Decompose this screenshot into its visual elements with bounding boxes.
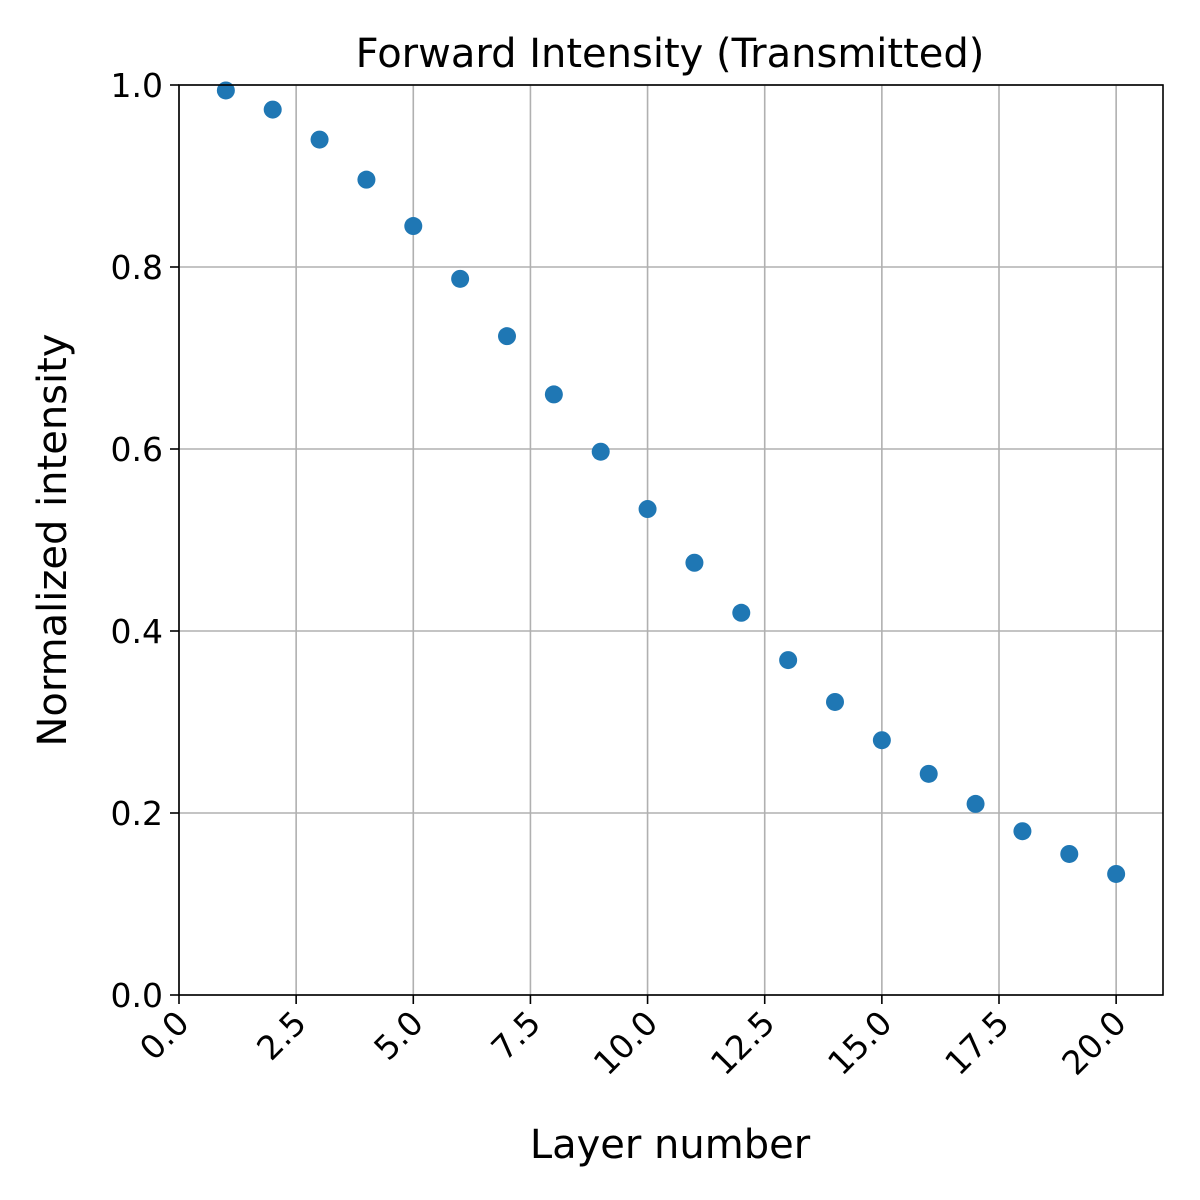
- x-tick-label: 15.0: [820, 1003, 900, 1083]
- x-tick-label: 2.5: [249, 1003, 314, 1068]
- x-tick-label: 17.5: [937, 1003, 1017, 1083]
- y-tick-label: 0.0: [111, 976, 163, 1015]
- data-point: [685, 553, 704, 572]
- data-point: [966, 794, 985, 813]
- x-tick-label: 10.0: [586, 1003, 666, 1083]
- data-point: [826, 692, 844, 711]
- data-point: [638, 500, 657, 519]
- y-tick-label: 0.4: [111, 612, 163, 651]
- data-point: [310, 130, 329, 149]
- data-point: [544, 385, 563, 404]
- x-tick-label: 12.5: [703, 1003, 783, 1083]
- data-point: [591, 442, 610, 461]
- x-tick-label: 20.0: [1054, 1003, 1134, 1083]
- data-points: [216, 81, 1126, 883]
- data-point: [357, 170, 376, 189]
- data-point: [263, 100, 282, 119]
- data-point: [451, 269, 470, 288]
- data-point: [732, 603, 751, 622]
- y-tick-label: 0.8: [111, 248, 163, 287]
- y-tick-label: 1.0: [111, 66, 163, 105]
- data-point: [216, 81, 235, 100]
- x-axis-label: Layer number: [530, 1122, 811, 1168]
- y-tick-label: 0.6: [111, 430, 163, 469]
- x-tick-label: 5.0: [366, 1003, 431, 1068]
- grid: [178, 84, 1163, 996]
- data-point: [404, 217, 423, 236]
- data-point: [872, 731, 891, 750]
- y-axis-label: Normalized intensity: [30, 334, 76, 747]
- axis-ticks: 0.0 2.5 5.0 7.5 10.0 12.5 15.0 17.5 20.00.00.20.…: [111, 66, 1134, 1083]
- chart-title: Forward Intensity (Transmitted): [356, 31, 985, 77]
- y-tick-label: 0.2: [111, 794, 163, 833]
- data-point: [1013, 822, 1032, 841]
- data-point: [779, 651, 798, 670]
- data-point: [498, 327, 516, 346]
- x-tick-label: 7.5: [483, 1003, 548, 1068]
- data-point: [1060, 844, 1079, 863]
- data-point: [919, 764, 938, 783]
- data-point: [1107, 864, 1126, 883]
- plot-frame: [178, 84, 1164, 996]
